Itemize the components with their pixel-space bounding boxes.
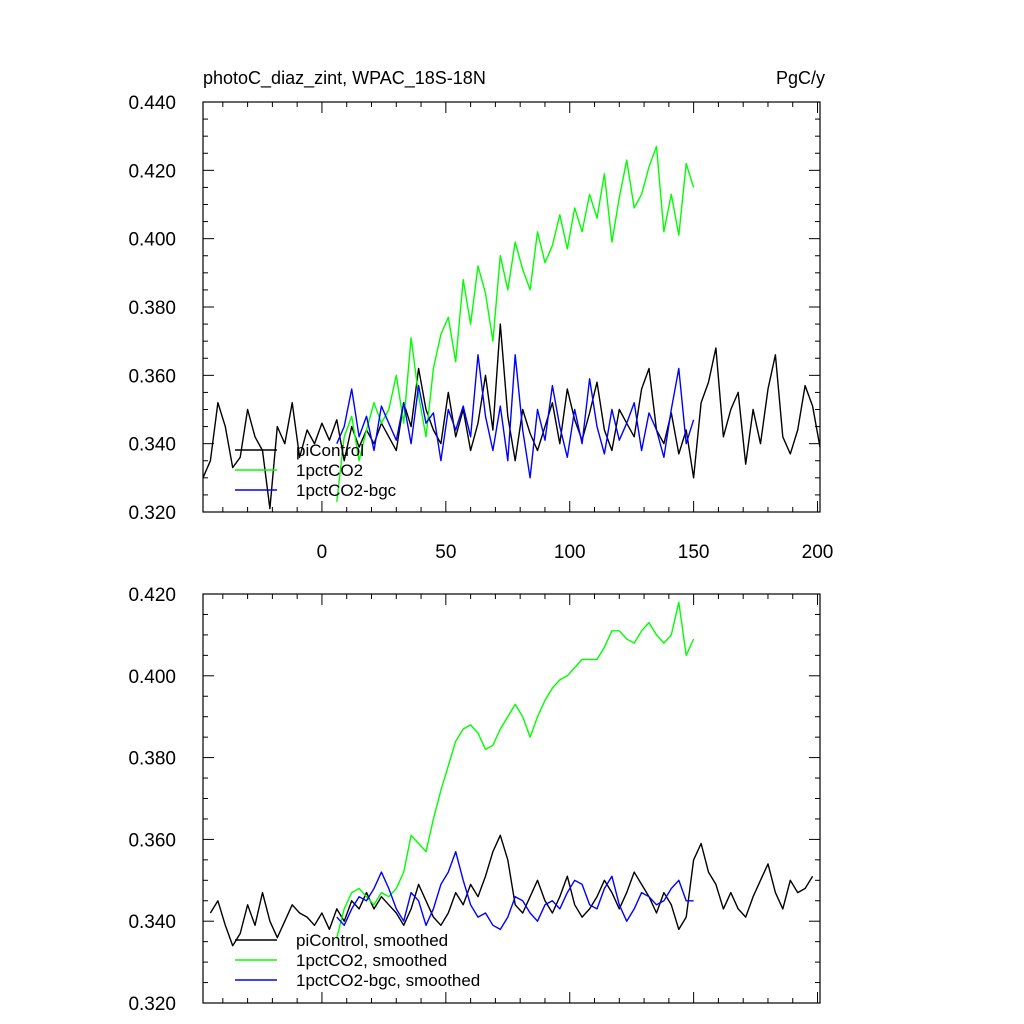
legend-label-2: 1pctCO2-bgc, smoothed: [296, 971, 480, 990]
y-tick-label: 0.380: [128, 298, 176, 319]
top-panel: 0.320 0.340 0.360 0.380 0.400 0.420 0.440 0 50 10…: [128, 93, 833, 563]
chart-header-units: PgC/y: [776, 68, 825, 88]
y-tick-label: 0.320: [128, 994, 176, 1015]
y-tick-label: 0.360: [128, 830, 176, 851]
legend-label-0: piControl: [296, 441, 364, 460]
y-tick-label: 0.320: [128, 503, 176, 524]
x-tick-label: 0: [317, 542, 328, 563]
x-tick-label: 200: [802, 542, 834, 563]
y-tick-label: 0.400: [128, 230, 176, 251]
y-tick-label: 0.400: [128, 667, 176, 688]
series-line-2: [336, 354, 695, 479]
series-line-0: [209, 834, 814, 947]
series-line-1: [336, 145, 695, 502]
x-tick-label: 100: [554, 542, 586, 563]
x-tick-label: 50: [435, 542, 456, 563]
x-tick-label: 150: [678, 542, 710, 563]
series-line-0: [202, 323, 821, 510]
y-tick-label: 0.420: [128, 585, 176, 606]
legend-label-1: 1pctCO2: [296, 461, 363, 480]
y-tick-label: 0.340: [128, 435, 176, 456]
y-tick-label: 0.380: [128, 749, 176, 770]
y-tick-label: 0.360: [128, 366, 176, 387]
chart-header-variable: photoC_diaz_zint, WPAC_18S-18N: [203, 68, 486, 89]
series-line-2: [336, 851, 694, 931]
y-tick-label: 0.340: [128, 912, 176, 933]
y-tick-label: 0.440: [128, 93, 176, 114]
series-line-1: [336, 601, 695, 938]
legend-label-0: piControl, smoothed: [296, 931, 448, 950]
y-tick-label: 0.420: [128, 161, 176, 182]
bottom-panel: 0.320 0.340 0.360 0.380 0.400 0.420 piControl,…: [128, 585, 821, 1015]
legend-label-2: 1pctCO2-bgc: [296, 481, 397, 500]
legend-label-1: 1pctCO2, smoothed: [296, 951, 447, 970]
